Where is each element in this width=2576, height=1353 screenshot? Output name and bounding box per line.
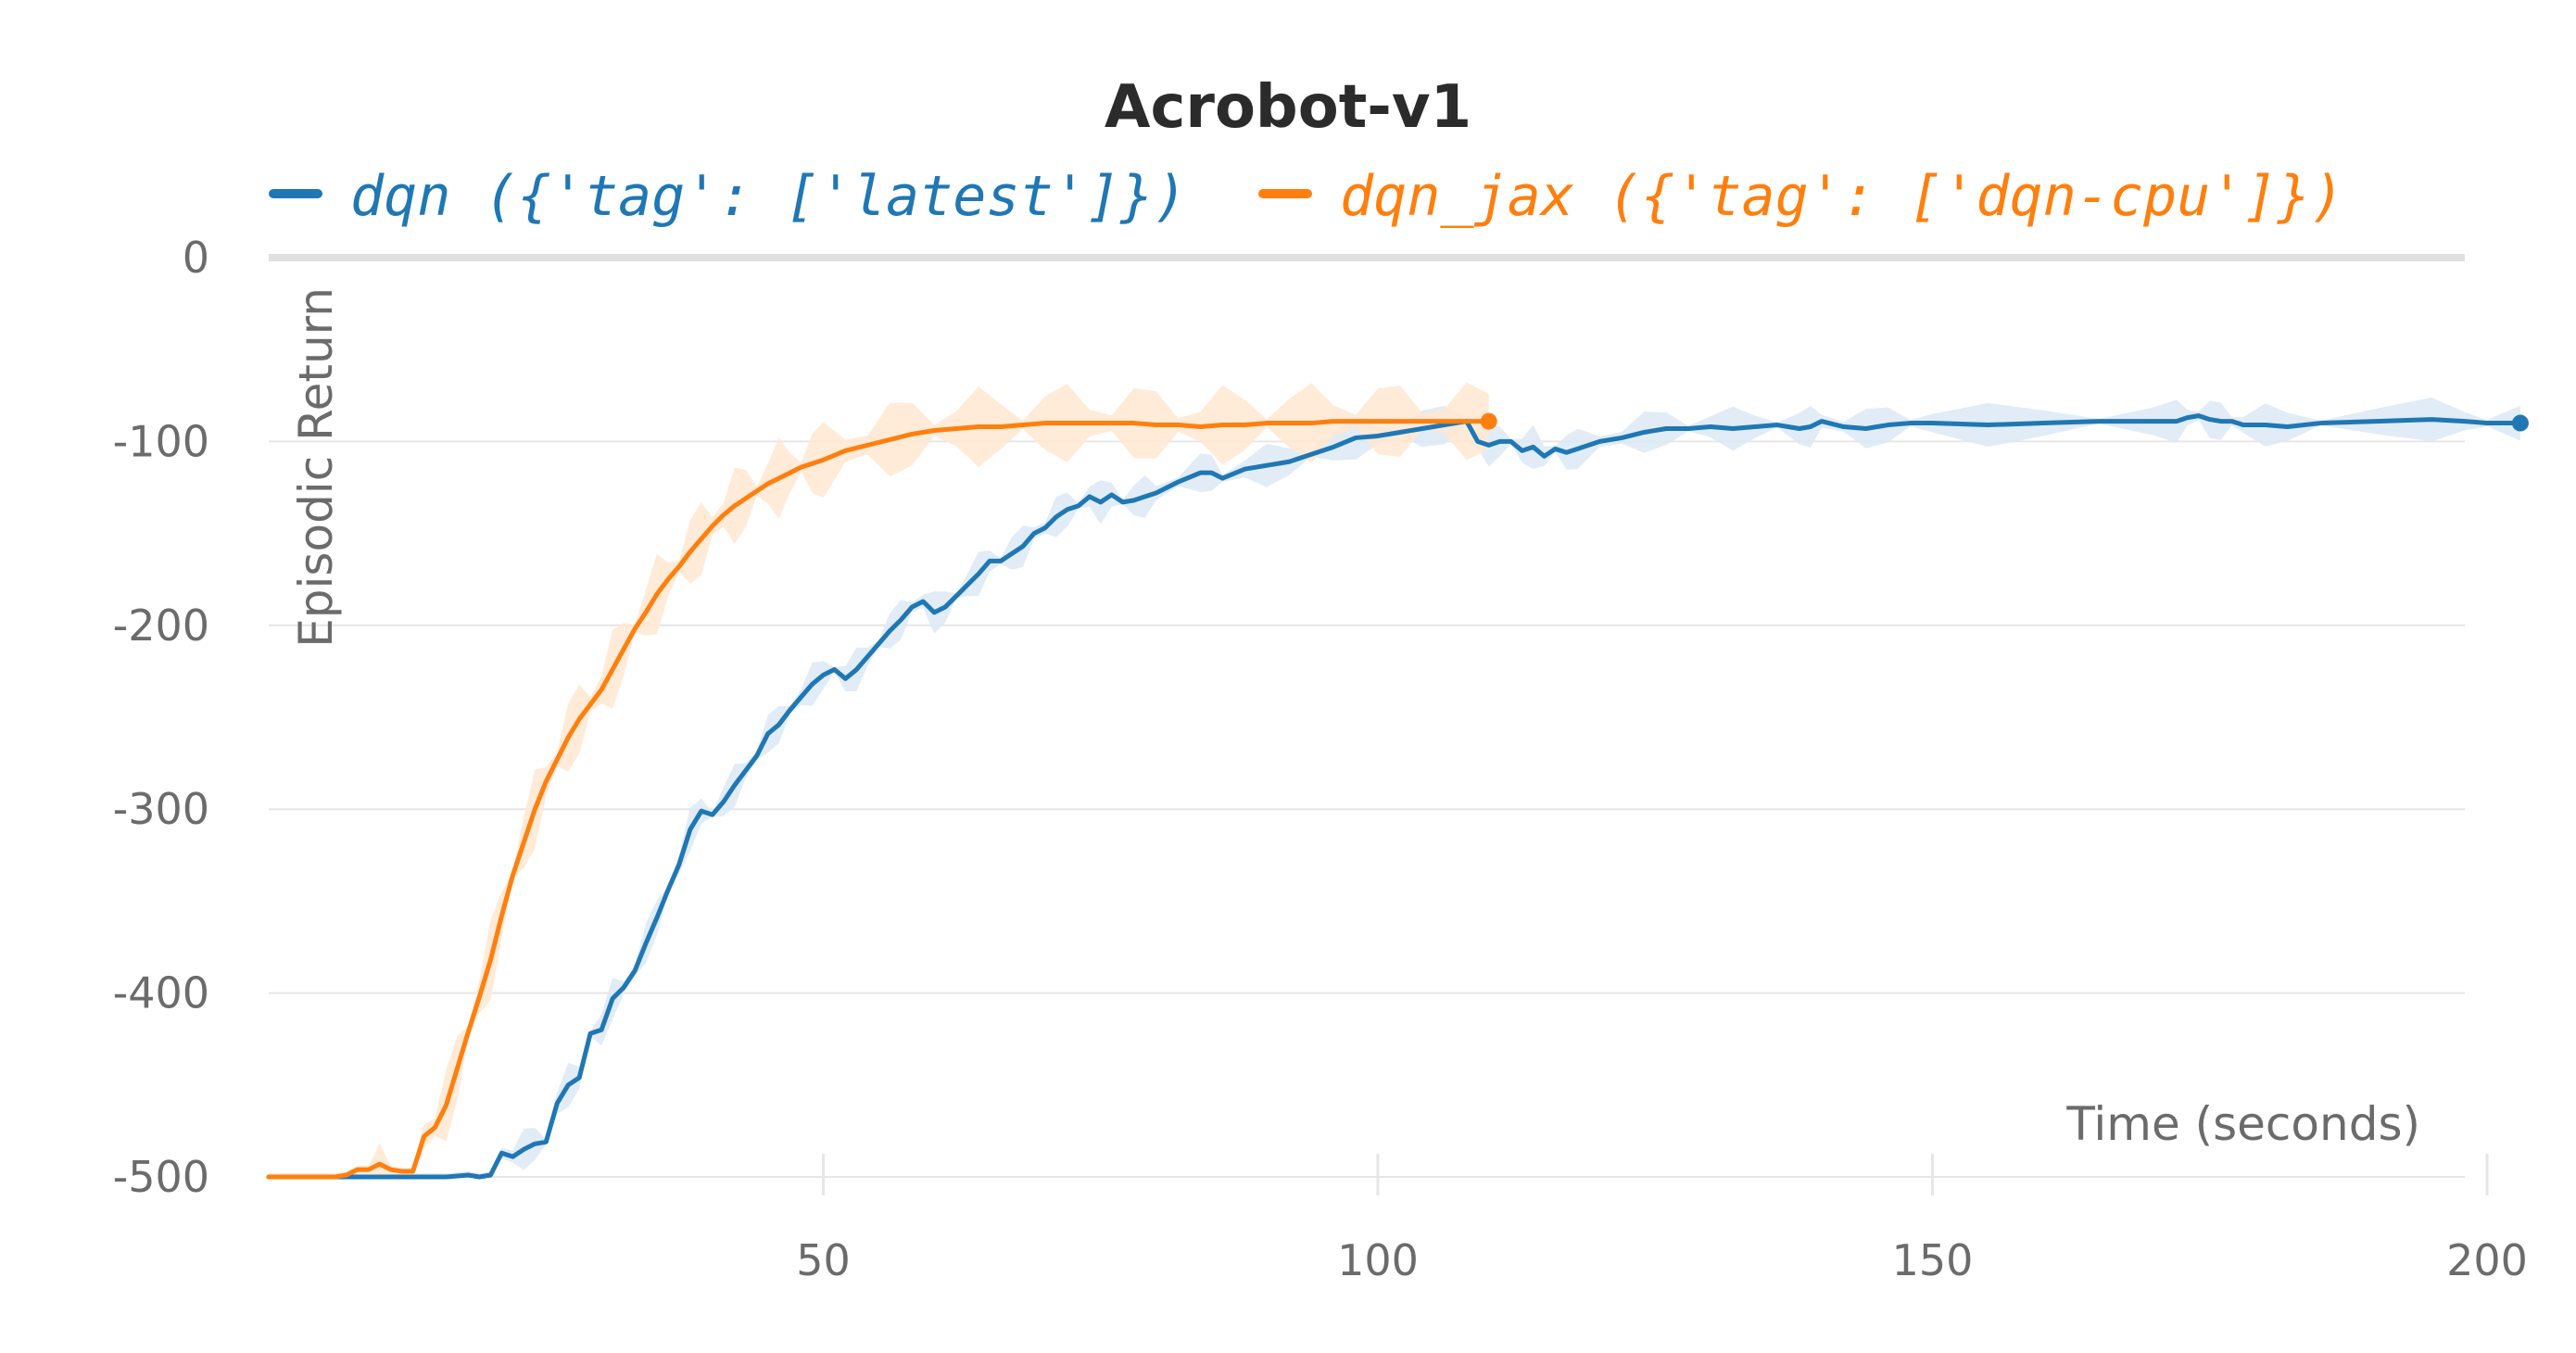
y-tick-label: -300 xyxy=(113,784,209,834)
chart-title: Acrobot-v1 xyxy=(1105,73,1471,142)
y-tick-label: -100 xyxy=(113,416,209,466)
series-line-0 xyxy=(266,413,2523,1180)
x-tick-label: 150 xyxy=(1892,1235,1974,1285)
x-tick-label: 100 xyxy=(1337,1235,1419,1285)
series-endpoints xyxy=(1480,412,2529,432)
legend-label-dqn-jax: dqn_jax ({'tag': ['dqn-cpu']}) xyxy=(1340,164,2344,229)
y-tick-label: 0 xyxy=(183,233,209,283)
legend: dqn ({'tag': ['latest']}) dqn_jax ({'tag… xyxy=(269,164,2344,229)
confidence-band-0 xyxy=(269,397,2520,1177)
y-tick-label: -500 xyxy=(113,1152,209,1202)
legend-swatch-dqn xyxy=(269,189,322,198)
series-lines xyxy=(266,413,2523,1180)
y-tick-label: -400 xyxy=(113,968,209,1018)
series-endpoint-1 xyxy=(1480,412,1497,430)
x-axis-ticks: 50 100 150 200 xyxy=(796,1154,2528,1285)
x-tick-label: 50 xyxy=(796,1235,851,1285)
x-axis-label: Time (seconds) xyxy=(2065,1097,2420,1151)
y-axis-label: Episodic Return xyxy=(289,287,343,648)
y-tick-label: -200 xyxy=(113,601,209,651)
confidence-band-1 xyxy=(269,382,1489,1177)
y-axis-ticks: 0 -100 -200 -300 -400 -500 xyxy=(113,233,209,1202)
legend-swatch-dqn-jax xyxy=(1258,189,1312,198)
legend-label-dqn: dqn ({'tag': ['latest']}) xyxy=(350,164,1187,229)
x-tick-label: 200 xyxy=(2446,1235,2528,1285)
series-endpoint-0 xyxy=(2511,414,2529,432)
series-line-1 xyxy=(266,419,1492,1180)
confidence-bands xyxy=(269,382,2520,1177)
